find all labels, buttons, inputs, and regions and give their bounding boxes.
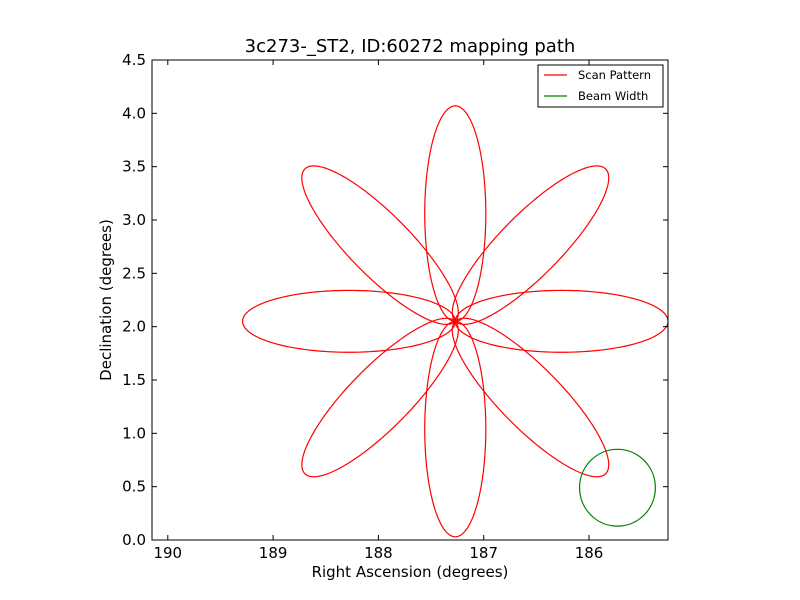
- y-tick-label: 1.5: [122, 371, 146, 389]
- y-tick-label: 2.5: [122, 264, 146, 282]
- plot-frame: [151, 59, 669, 541]
- legend-box: [537, 64, 664, 108]
- y-tick-label: 0.5: [122, 478, 146, 496]
- y-tick-label: 3.5: [122, 158, 146, 176]
- y-axis: 0.0 0.5 1.0 1.5 2.0 2.5 3.0 3.5 4.0 4.5: [122, 51, 668, 549]
- y-tick-label: 2.0: [122, 318, 146, 336]
- y-tick-label: 3.0: [122, 211, 146, 229]
- scan-pattern-line: [241, 105, 668, 538]
- x-tick-label: 187: [469, 544, 498, 562]
- x-tick-label: 188: [364, 544, 393, 562]
- chart-title: 3c273-_ST2, ID:60272 mapping path: [245, 36, 576, 57]
- y-tick-label: 4.5: [122, 51, 146, 69]
- legend-label-beam-width: Beam Width: [578, 89, 648, 103]
- y-tick-label: 0.0: [122, 531, 146, 549]
- y-axis-label: Declination (degrees): [97, 219, 115, 381]
- beam-width-circle: [578, 448, 656, 527]
- x-tick-label: 190: [153, 544, 182, 562]
- y-tick-label: 1.0: [122, 424, 146, 442]
- y-tick-label: 4.0: [122, 104, 146, 122]
- x-tick-label: 186: [575, 544, 604, 562]
- plot-content: [241, 105, 668, 538]
- legend-label-scan-pattern: Scan Pattern: [578, 68, 651, 82]
- x-axis: 190 189 188 187 186: [153, 60, 603, 562]
- legend: Scan Pattern Beam Width: [537, 64, 664, 108]
- x-tick-label: 189: [259, 544, 288, 562]
- x-axis-label: Right Ascension (degrees): [312, 563, 509, 581]
